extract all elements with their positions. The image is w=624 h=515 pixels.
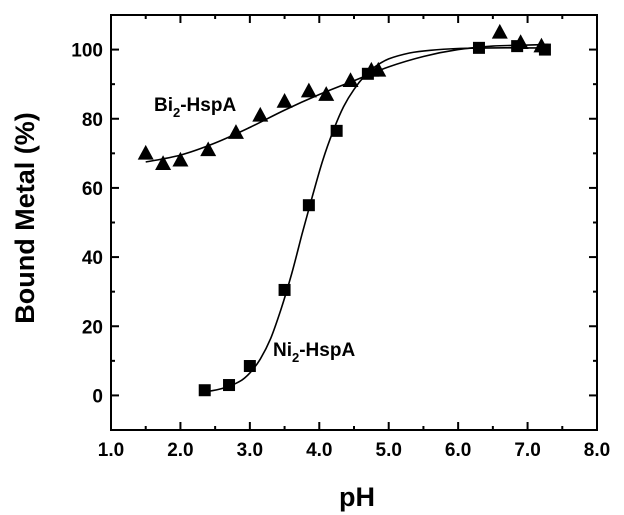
x-tick-label: 8.0: [584, 440, 610, 461]
y-tick-label: 80: [82, 110, 103, 131]
triangle-marker: [342, 72, 359, 88]
triangle-marker: [370, 61, 387, 77]
triangle-marker: [252, 106, 269, 122]
triangle-marker: [137, 144, 154, 160]
plot-frame: [110, 14, 598, 431]
square-marker: [198, 384, 211, 397]
series-label-bi2-hspa: Bi2-HspA: [154, 95, 236, 120]
square-marker: [472, 41, 485, 54]
series-label-ni2-rest: -HspA: [299, 340, 355, 361]
square-marker: [538, 43, 551, 56]
x-tick-label: 3.0: [237, 440, 263, 461]
x-tick-label: 6.0: [445, 440, 471, 461]
series-label-ni2-hspa: Ni2-HspA: [273, 340, 355, 365]
y-axis-title: Bound Metal (%): [10, 112, 40, 323]
y-tick-label: 20: [82, 317, 103, 338]
data-markers: [137, 23, 551, 397]
series-label-bi2-sub: 2: [173, 105, 180, 120]
x-tick-label: 2.0: [167, 440, 193, 461]
x-tick-label: 7.0: [514, 440, 540, 461]
triangle-marker: [155, 155, 172, 171]
x-axis-title: pH: [339, 482, 375, 512]
y-tick-label: 40: [82, 248, 103, 269]
y-tick-label: 60: [82, 179, 103, 200]
square-marker: [243, 360, 256, 373]
square-marker: [223, 379, 236, 392]
square-marker: [278, 283, 291, 296]
x-tick-label: 1.0: [98, 440, 124, 461]
y-tick-label: 100: [71, 41, 103, 62]
fit-curve-series-1: [204, 47, 549, 393]
square-marker: [330, 124, 343, 137]
x-tick-label: 4.0: [306, 440, 332, 461]
triangle-marker: [172, 151, 189, 167]
series-label-ni2-main: Ni: [273, 340, 292, 361]
series-label-bi2-rest: -HspA: [180, 95, 236, 116]
square-marker: [361, 67, 374, 80]
triangle-marker: [318, 86, 335, 101]
series-label-ni2-sub: 2: [292, 350, 299, 365]
triangle-marker: [200, 141, 217, 157]
x-tick-label: 5.0: [376, 440, 402, 461]
axes: 1.0 2.0 3.0 4.0 5.0 6.0 7.0 8.0 0 20 40 60 80 100: [71, 14, 610, 461]
triangle-marker: [300, 82, 317, 98]
series-label-bi2-main: Bi: [154, 95, 173, 116]
triangle-marker: [491, 23, 508, 39]
y-tick-label: 0: [92, 386, 103, 407]
triangle-marker: [227, 124, 244, 139]
square-marker: [302, 199, 315, 212]
triangle-marker: [276, 93, 293, 108]
square-marker: [511, 40, 524, 53]
